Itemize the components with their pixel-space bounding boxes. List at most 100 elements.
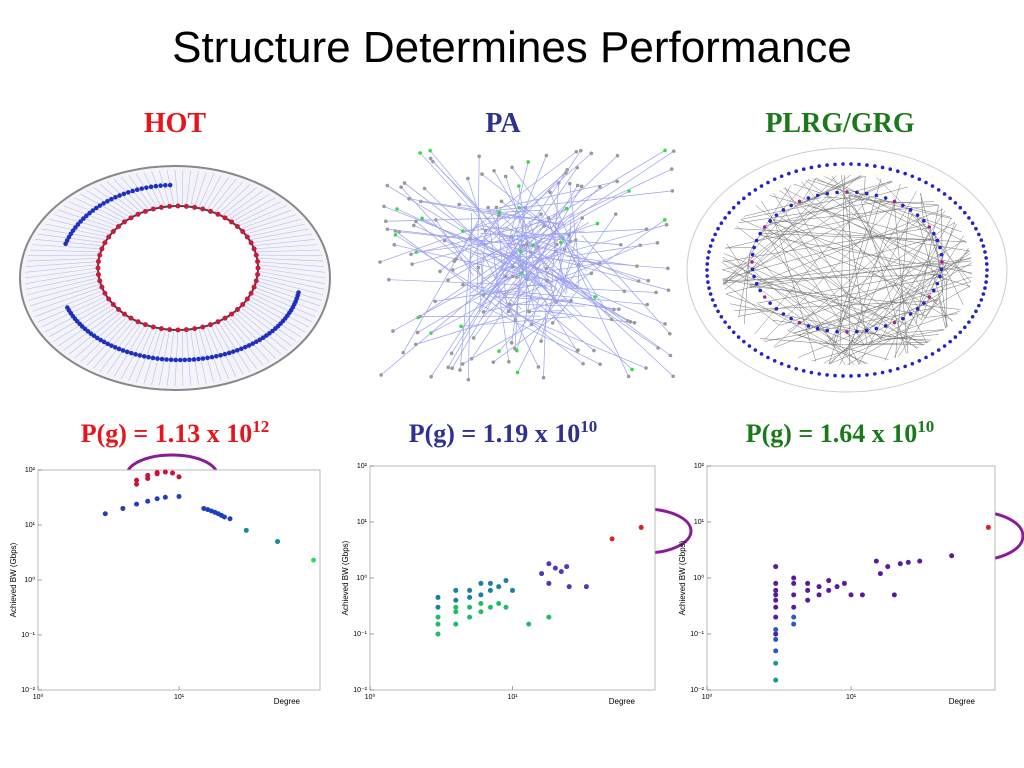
- network-edge: [247, 298, 306, 333]
- data-point: [949, 553, 955, 559]
- network-edge: [249, 295, 309, 328]
- network-node: [845, 190, 849, 194]
- network-node: [880, 370, 885, 375]
- network-node: [234, 306, 240, 312]
- y-tick-label: 10²: [357, 463, 368, 470]
- network-node: [772, 177, 777, 182]
- data-point: [275, 539, 281, 545]
- network-node: [148, 184, 154, 190]
- network-node: [175, 203, 181, 209]
- network-edge: [194, 328, 207, 384]
- network-node: [117, 193, 122, 198]
- network-node: [713, 303, 717, 308]
- network-node: [917, 358, 922, 363]
- network-node: [428, 148, 432, 153]
- network-edge: [257, 267, 326, 279]
- network-node: [747, 192, 752, 196]
- network-node: [935, 238, 940, 243]
- network-node: [645, 302, 650, 307]
- network-edge: [432, 161, 583, 317]
- network-edge: [841, 175, 868, 344]
- data-point: [985, 524, 991, 530]
- network-node: [124, 349, 130, 355]
- network-edge: [726, 293, 860, 345]
- network-edge: [773, 219, 970, 252]
- network-node: [705, 268, 709, 272]
- network-node: [541, 375, 546, 380]
- network-node: [910, 361, 915, 366]
- network-edge: [135, 327, 158, 383]
- data-point: [467, 594, 473, 600]
- network-node: [251, 246, 257, 252]
- formula-exponent: 10: [580, 417, 597, 436]
- network-edge: [247, 223, 305, 238]
- data-point: [609, 536, 615, 542]
- network-node: [752, 245, 756, 250]
- network-node: [825, 191, 830, 196]
- network-node: [593, 295, 597, 299]
- network-edge: [568, 242, 658, 257]
- network-node: [835, 190, 839, 195]
- network-node: [953, 201, 958, 205]
- network-edge: [485, 153, 592, 247]
- network-node: [874, 193, 879, 198]
- network-edge: [257, 258, 324, 262]
- network-node: [229, 219, 235, 225]
- network-node: [410, 262, 414, 266]
- network-node: [936, 348, 941, 352]
- data-point: [791, 575, 797, 581]
- network-node: [192, 204, 198, 210]
- network-node: [864, 191, 869, 196]
- network-node: [774, 307, 779, 311]
- network-node: [845, 330, 849, 334]
- network-edge: [228, 193, 270, 221]
- network-edge: [435, 219, 474, 277]
- data-point: [478, 580, 484, 586]
- network-node: [409, 252, 413, 257]
- data-point: [435, 621, 441, 627]
- network-edge: [495, 225, 578, 352]
- network-node: [175, 327, 181, 333]
- network-edge: [829, 337, 890, 365]
- data-point: [453, 621, 459, 627]
- network-node: [825, 373, 829, 377]
- network-node: [97, 203, 103, 208]
- network-node: [116, 346, 122, 352]
- network-node: [787, 364, 791, 369]
- network-node: [235, 347, 240, 353]
- network-node: [110, 301, 116, 307]
- network-edge: [559, 280, 659, 349]
- network-node: [159, 356, 165, 362]
- network-edge: [399, 231, 498, 243]
- network-edge: [202, 175, 222, 210]
- network-node: [806, 324, 811, 328]
- network-edge: [738, 200, 887, 224]
- network-node: [84, 213, 89, 219]
- network-node: [809, 165, 814, 170]
- network-edge: [874, 329, 944, 343]
- data-point: [638, 524, 644, 530]
- data-point: [478, 609, 484, 615]
- network-node: [750, 260, 754, 264]
- network-node: [106, 234, 112, 240]
- network-node: [632, 320, 637, 325]
- network-node: [257, 337, 263, 343]
- network-edge: [839, 175, 845, 345]
- network-node: [420, 216, 424, 221]
- network-edge: [901, 329, 945, 334]
- data-point: [435, 614, 441, 620]
- network-node: [615, 179, 619, 184]
- network-node: [491, 360, 496, 364]
- network-node: [817, 372, 821, 376]
- network-node: [636, 279, 641, 283]
- network-edge: [419, 152, 560, 306]
- network-node: [908, 208, 913, 212]
- network-node: [415, 330, 420, 335]
- network-node: [378, 260, 382, 264]
- network-node: [135, 211, 141, 217]
- network-node: [95, 265, 101, 271]
- network-edge: [408, 198, 567, 226]
- network-node: [618, 242, 623, 247]
- network-node: [613, 212, 618, 216]
- network-edge: [832, 178, 882, 345]
